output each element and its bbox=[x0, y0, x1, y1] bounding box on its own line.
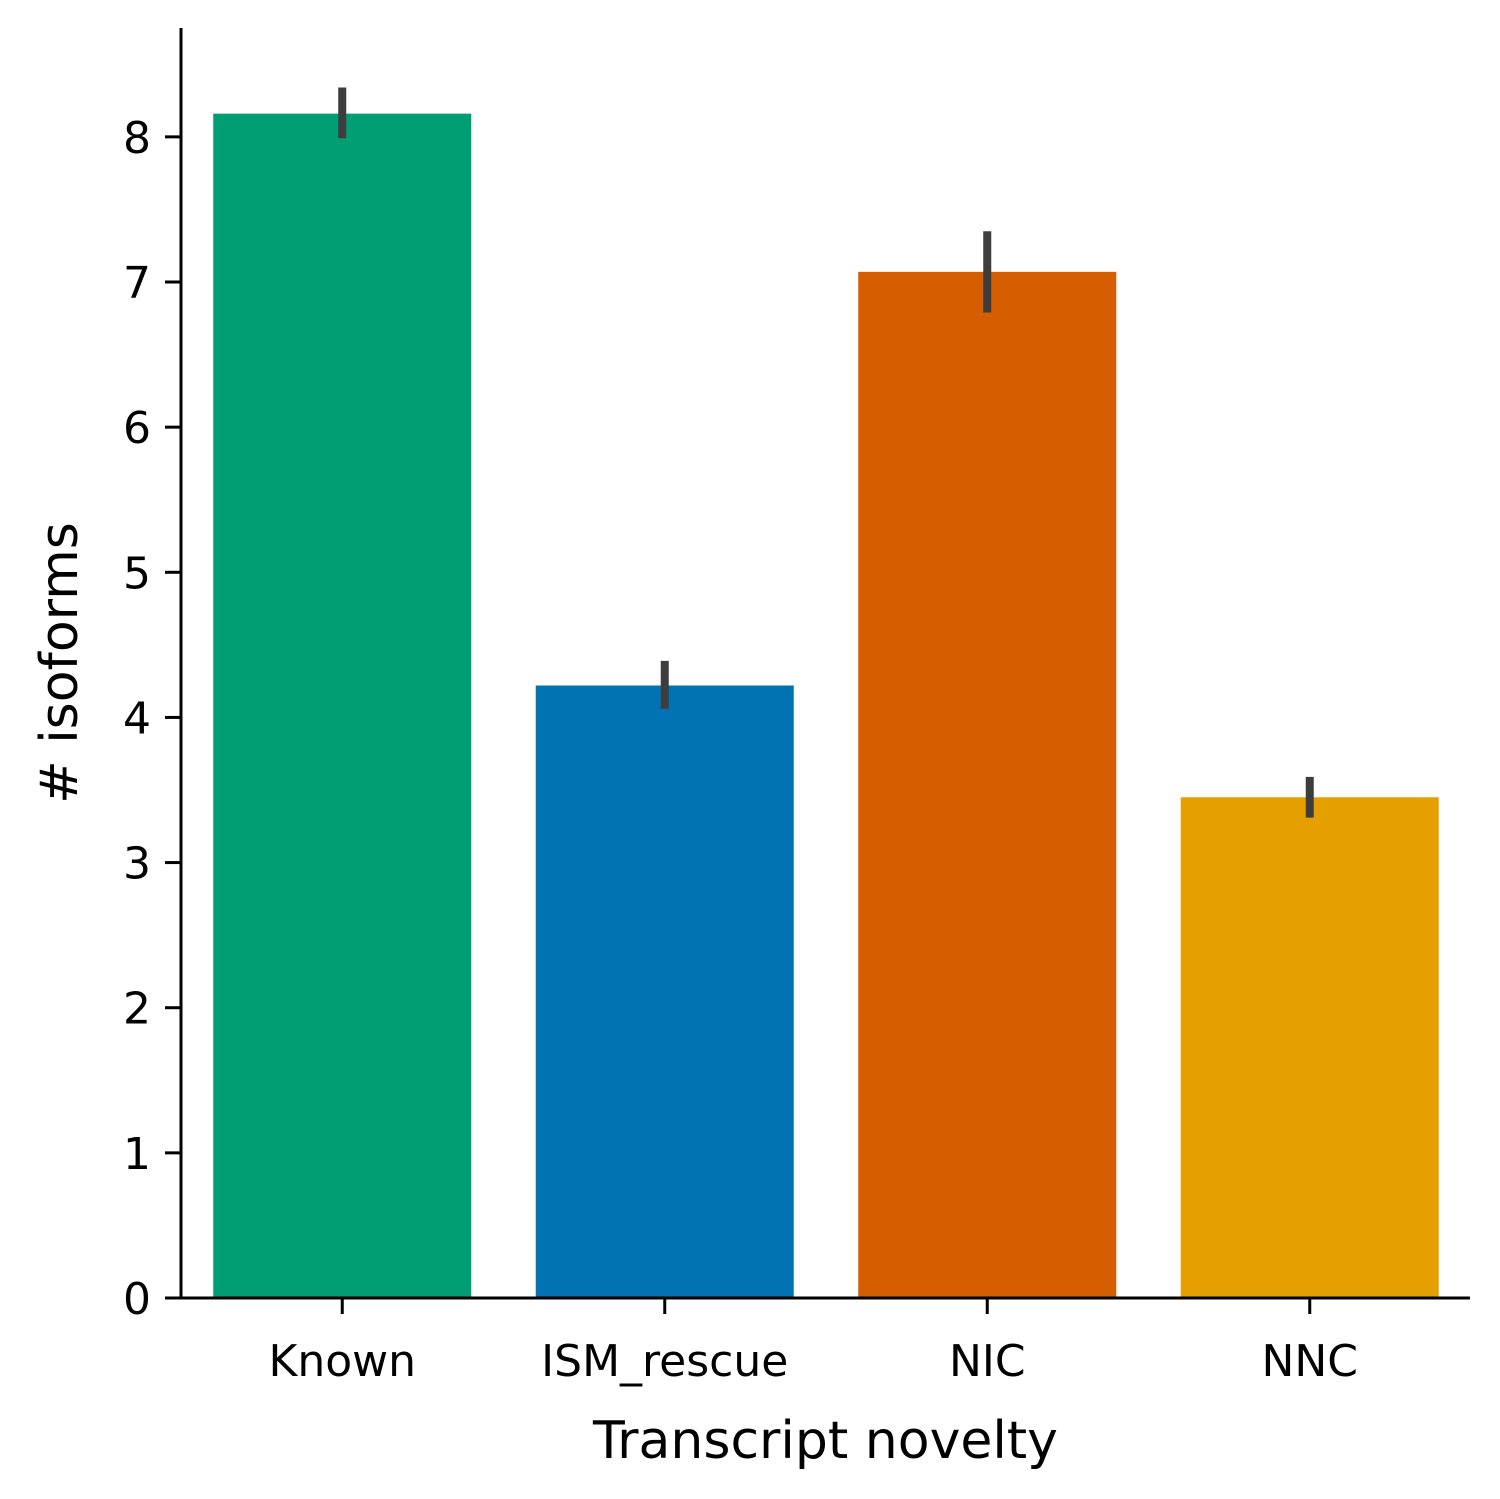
y-tick-label: 5 bbox=[123, 548, 151, 599]
y-tick-label: 6 bbox=[123, 403, 151, 454]
x-tick-label: NIC bbox=[949, 1336, 1026, 1387]
y-tick-label: 8 bbox=[123, 113, 151, 164]
bars-layer bbox=[213, 113, 1439, 1299]
bar-nic bbox=[858, 271, 1117, 1299]
x-ticks-layer: Known ISM_rescue NIC NNC bbox=[268, 1298, 1358, 1387]
y-tick-label: 7 bbox=[123, 258, 151, 309]
x-tick-label: Known bbox=[268, 1336, 416, 1387]
x-axis-title: Transcript novelty bbox=[592, 1411, 1058, 1471]
x-tick-label: NNC bbox=[1261, 1336, 1358, 1387]
error-bars-layer bbox=[338, 87, 1314, 818]
y-tick-label: 1 bbox=[123, 1129, 151, 1180]
y-tick-label: 4 bbox=[123, 693, 151, 744]
bar-nnc bbox=[1180, 797, 1439, 1298]
bar-ism-rescue bbox=[535, 685, 794, 1298]
y-tick-label: 2 bbox=[123, 984, 151, 1035]
y-tick-label: 0 bbox=[123, 1274, 151, 1325]
y-axis-title: # isoforms bbox=[30, 522, 90, 804]
bar-known bbox=[213, 113, 472, 1299]
axes-layer bbox=[179, 28, 1470, 1300]
x-tick-label: ISM_rescue bbox=[541, 1336, 788, 1387]
y-ticks-layer: 0 1 2 3 4 5 6 7 8 bbox=[123, 113, 181, 1325]
y-tick-label: 3 bbox=[123, 839, 151, 890]
